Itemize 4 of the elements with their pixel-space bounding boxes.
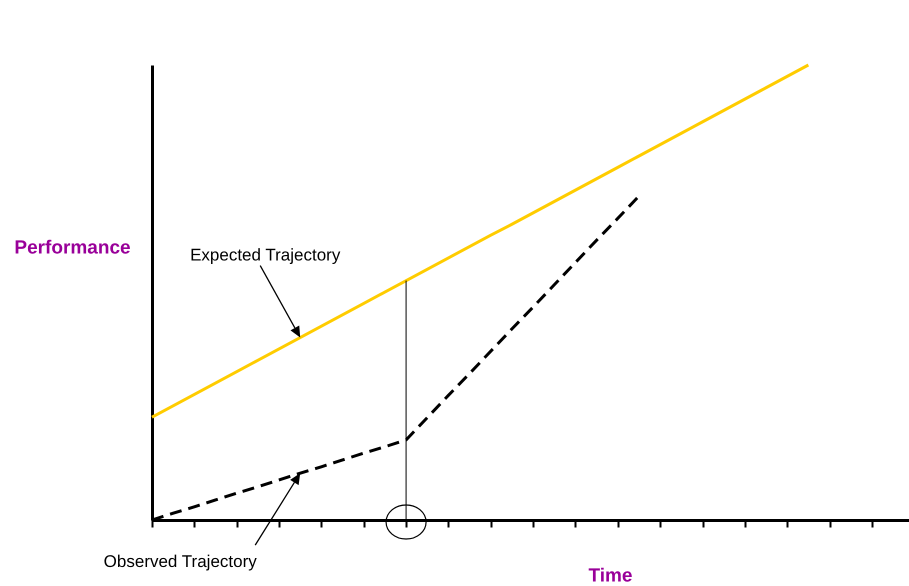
annotation: Expected Trajectory (190, 246, 341, 265)
x-axis-title: Time (588, 566, 633, 586)
text: Observed Trajectory (104, 552, 258, 572)
y-axis-title: Performance (14, 238, 131, 258)
